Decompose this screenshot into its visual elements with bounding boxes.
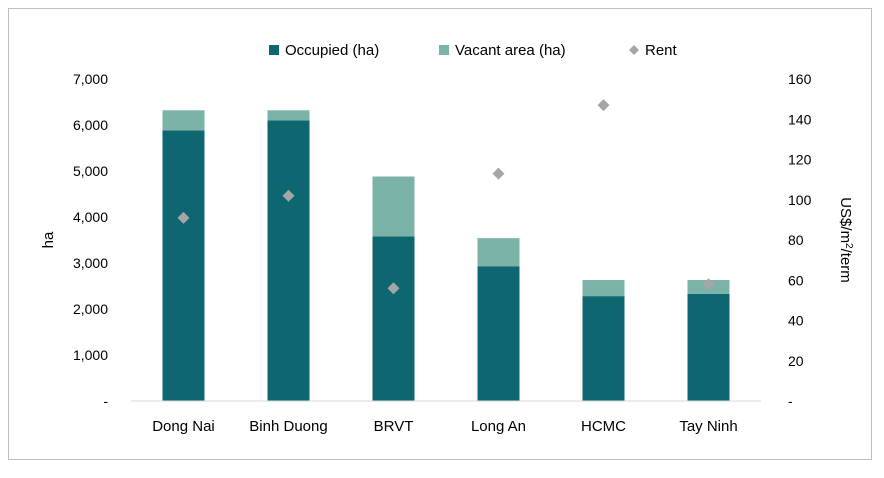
bar-vacant <box>582 280 625 297</box>
x-tick-label: Dong Nai <box>152 418 215 435</box>
bars <box>162 110 730 402</box>
y2-tick-label: 40 <box>788 313 804 329</box>
x-tick-label: BRVT <box>374 418 414 435</box>
x-tick-label: Binh Duong <box>249 418 327 435</box>
left-axis: - 1,000 2,000 3,000 4,000 5,000 6,000 7,000 <box>73 71 108 409</box>
rent-marker <box>492 167 505 180</box>
bar-vacant <box>267 110 310 121</box>
bar-occupied <box>162 130 205 401</box>
bar-occupied <box>267 120 310 402</box>
y2-tick-label: 160 <box>788 71 812 87</box>
legend-item: Occupied (ha) <box>269 42 379 59</box>
x-axis-labels: Dong Nai Binh Duong BRVT Long An HCMC Tay Nin… <box>152 418 737 435</box>
y-axis-label: ha <box>40 231 57 248</box>
rent-markers <box>177 99 715 295</box>
bar-occupied <box>372 236 415 401</box>
bar-occupied <box>582 296 625 401</box>
y2-tick-label: 60 <box>788 272 804 288</box>
legend-swatch <box>439 45 449 55</box>
rent-marker <box>387 282 400 295</box>
y-tick-label: 5,000 <box>73 163 108 179</box>
y2-tick-label: 140 <box>788 111 812 127</box>
legend-swatch <box>629 45 639 55</box>
bar-occupied <box>687 293 730 401</box>
x-tick-label: Long An <box>471 418 526 435</box>
y-tick-label: 1,000 <box>73 347 108 363</box>
legend-label: Occupied (ha) <box>285 42 379 59</box>
y-tick-label: 3,000 <box>73 255 108 271</box>
y-tick-label: 2,000 <box>73 301 108 317</box>
rent-marker <box>597 99 610 112</box>
bar-vacant <box>162 110 205 131</box>
chart-svg: Occupied (ha) Vacant area (ha) Rent - 1,000… <box>40 42 855 435</box>
rent-marker <box>282 189 295 202</box>
y-tick-label: 7,000 <box>73 71 108 87</box>
x-tick-label: HCMC <box>581 418 626 435</box>
bar-vacant <box>477 238 520 267</box>
y2-tick-label: 120 <box>788 152 812 168</box>
x-tick-label: Tay Ninh <box>679 418 737 435</box>
y-tick-label: - <box>103 393 108 409</box>
bar-vacant <box>372 176 415 237</box>
y2-tick-label: 20 <box>788 353 804 369</box>
rent-marker <box>702 278 715 291</box>
y2-tick-label: 80 <box>788 232 804 248</box>
y-tick-label: 4,000 <box>73 209 108 225</box>
bar-occupied <box>477 266 520 401</box>
y2-tick-label: 100 <box>788 192 812 208</box>
legend-item: Vacant area (ha) <box>439 42 566 59</box>
rent-marker <box>177 211 190 224</box>
legend-swatch <box>269 45 279 55</box>
right-axis: - 20 40 60 80 100 120 140 160 <box>788 71 812 409</box>
legend: Occupied (ha) Vacant area (ha) Rent <box>269 42 678 59</box>
chart-frame: Occupied (ha) Vacant area (ha) Rent - 1,000… <box>8 8 872 460</box>
legend-label: Rent <box>645 42 678 59</box>
y2-tick-label: - <box>788 393 793 409</box>
y-tick-label: 6,000 <box>73 117 108 133</box>
legend-label: Vacant area (ha) <box>455 42 566 59</box>
y2-axis-label: US$/m2/term <box>837 197 855 283</box>
legend-item: Rent <box>629 42 678 59</box>
